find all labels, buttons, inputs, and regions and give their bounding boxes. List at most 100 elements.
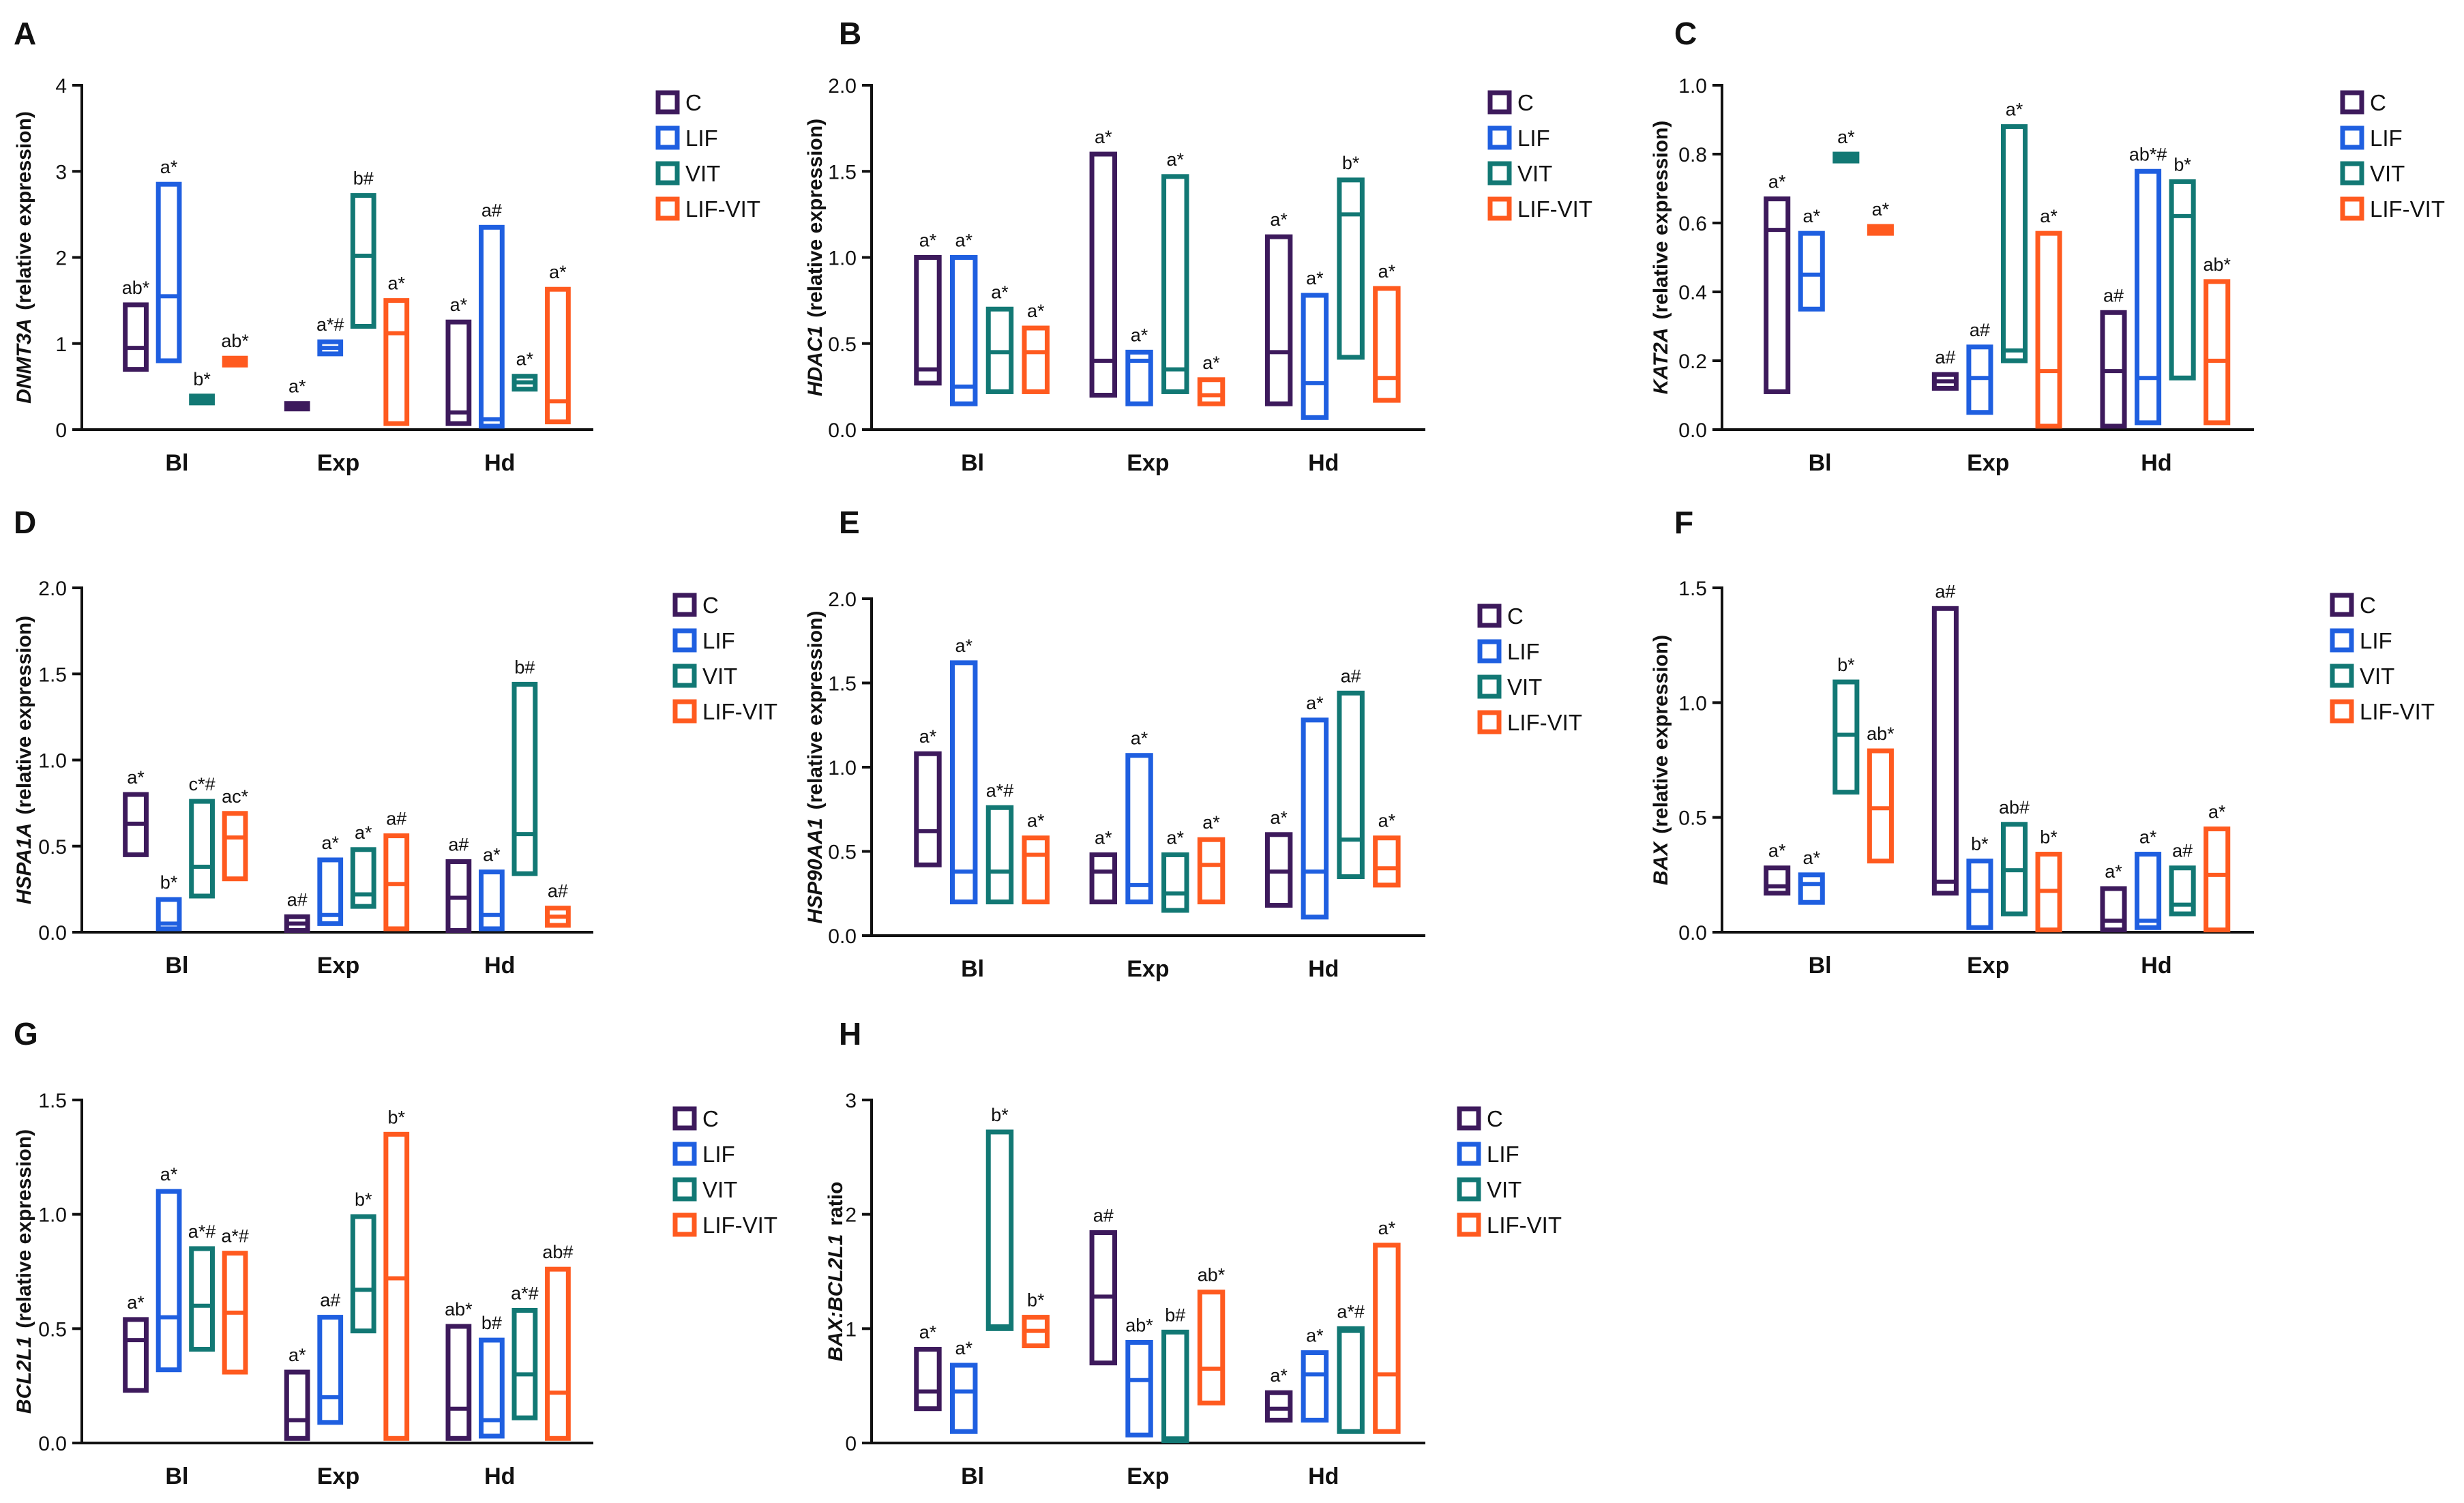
significance-label: b#	[514, 657, 535, 677]
bar-vit-exp	[1161, 174, 1189, 394]
significance-label: a*	[1202, 353, 1220, 373]
significance-label: a#	[481, 200, 502, 220]
legend-swatch	[1457, 1212, 1481, 1237]
significance-label: a#	[320, 1290, 340, 1311]
significance-label: ab#	[542, 1242, 573, 1262]
x-category-label: Exp	[317, 1463, 359, 1489]
legend-swatch	[2340, 161, 2364, 185]
significance-label: a*	[1270, 209, 1288, 230]
significance-label: a*	[160, 157, 178, 177]
significance-label: a*	[1202, 812, 1220, 833]
bar-lif-hd	[1301, 1350, 1329, 1423]
x-category-label: Hd	[2141, 953, 2171, 979]
bar-vit-hd	[511, 1308, 538, 1420]
significance-label: a*	[1131, 325, 1148, 345]
bar-vit-hd	[1337, 1326, 1365, 1434]
significance-label: a#	[1935, 581, 1955, 601]
bar-lif-exp	[317, 857, 344, 926]
panel-a: A 0 1 2 3 4 DNMT3A (relative expression) Bl ab* a*…	[13, 16, 760, 476]
legend-label: LIF-VIT	[1507, 710, 1582, 735]
y-tick-label: 0.0	[38, 922, 67, 944]
y-tick-label: 2.0	[828, 75, 857, 98]
bar-c-bl	[914, 751, 942, 867]
y-tick-label: 3	[845, 1090, 857, 1112]
significance-label: a*	[1378, 1218, 1396, 1238]
bar-lifvit-bl	[1022, 835, 1050, 905]
significance-label: a*	[955, 1338, 973, 1358]
significance-label: b*	[388, 1107, 406, 1127]
significance-label: a*	[1167, 149, 1185, 170]
significance-label: a*	[919, 230, 937, 251]
significance-label: ab*	[2203, 254, 2231, 275]
x-category-label: Exp	[317, 953, 359, 979]
legend-swatch	[2330, 628, 2354, 653]
x-category-label: Exp	[317, 450, 359, 476]
legend-label: LIF	[2360, 628, 2392, 653]
y-axis-suffix: (relative expression)	[13, 1129, 35, 1328]
bar-vit-exp	[350, 193, 376, 329]
legend-swatch	[1487, 196, 1512, 221]
y-tick-label: 0.0	[1678, 922, 1707, 944]
y-tick-label: 0.6	[1678, 213, 1707, 235]
y-axis-label: KAT2A (relative expression)	[1650, 121, 1672, 395]
y-tick-label: 1	[55, 333, 67, 356]
bar-c-hd	[445, 1324, 472, 1441]
legend-swatch	[672, 1106, 697, 1131]
panel-d: D 0.0 0.5 1.0 1.5 2.0 HSPA1A (relative expressi…	[13, 505, 777, 979]
significance-label: a#	[1970, 320, 1990, 340]
y-axis-gene: DNMT3A	[13, 318, 35, 404]
panel-f: F 0.0 0.5 1.0 1.5 BAX (relative expression) Bl a…	[1650, 505, 2435, 979]
legend-swatch	[2340, 90, 2364, 115]
x-category-label: Bl	[1809, 450, 1832, 476]
bar-vit-hd	[511, 681, 538, 876]
legend-label: LIF	[1487, 1142, 1519, 1167]
y-axis-suffix: ratio	[825, 1182, 847, 1226]
significance-label: a*#	[221, 1226, 249, 1247]
panel-letter: A	[14, 16, 36, 51]
bar-lifvit-bl	[1867, 748, 1894, 864]
legend: C LIF VIT LIF-VIT	[2330, 593, 2435, 724]
x-category-label: Bl	[165, 450, 188, 476]
y-axis-label: BAX:BCL2L1 ratio	[825, 1182, 847, 1362]
legend-label: LIF	[685, 125, 718, 151]
bar-lif-bl	[155, 1189, 182, 1373]
bar-lifvit-bl	[222, 811, 248, 882]
significance-label: a*	[1095, 827, 1112, 848]
y-tick-label: 1.0	[1678, 692, 1707, 715]
significance-label: a*	[1131, 728, 1148, 749]
significance-label: ab#	[1999, 797, 2030, 818]
panel-letter: H	[839, 1016, 861, 1052]
legend-label: LIF-VIT	[702, 1212, 777, 1238]
y-axis-suffix: (relative expression)	[804, 119, 827, 318]
legend-label: LIF-VIT	[702, 699, 777, 724]
bar-lif-hd	[2135, 168, 2162, 426]
legend-swatch	[1457, 1142, 1481, 1166]
significance-label: ac*	[222, 786, 249, 807]
y-tick-label: 4	[55, 75, 67, 98]
y-axis-gene: BAX:BCL2L1	[825, 1234, 847, 1362]
bar-c-hd	[1264, 1390, 1293, 1423]
y-axis-label: DNMT3A (relative expression)	[13, 111, 35, 404]
bar-vit-bl	[189, 1246, 215, 1352]
legend-label: VIT	[702, 1177, 737, 1202]
bar-lif-exp	[1125, 349, 1153, 406]
legend-swatch	[1477, 674, 1502, 699]
bar-lif-bl	[1798, 230, 1825, 312]
y-tick-label: 0.2	[1678, 351, 1707, 373]
significance-label: a*	[1768, 841, 1786, 861]
y-tick-label: 1.5	[828, 673, 857, 696]
significance-label: a#	[1341, 666, 1361, 686]
legend-swatch	[672, 699, 697, 724]
x-category-label: Hd	[484, 450, 515, 476]
y-tick-label: 2.0	[38, 578, 67, 600]
y-tick-label: 1.5	[1678, 578, 1707, 600]
legend-swatch	[655, 90, 680, 115]
y-tick-label: 2.0	[828, 589, 857, 611]
y-axis-suffix: (relative expression)	[1650, 635, 1672, 834]
bar-lifvit-hd	[1373, 1242, 1401, 1434]
significance-label: a*	[2139, 827, 2157, 848]
y-axis-suffix: (relative expression)	[13, 616, 35, 815]
legend-label: C	[2370, 90, 2386, 115]
bar-lif-hd	[1301, 717, 1329, 920]
legend-swatch	[655, 161, 680, 185]
